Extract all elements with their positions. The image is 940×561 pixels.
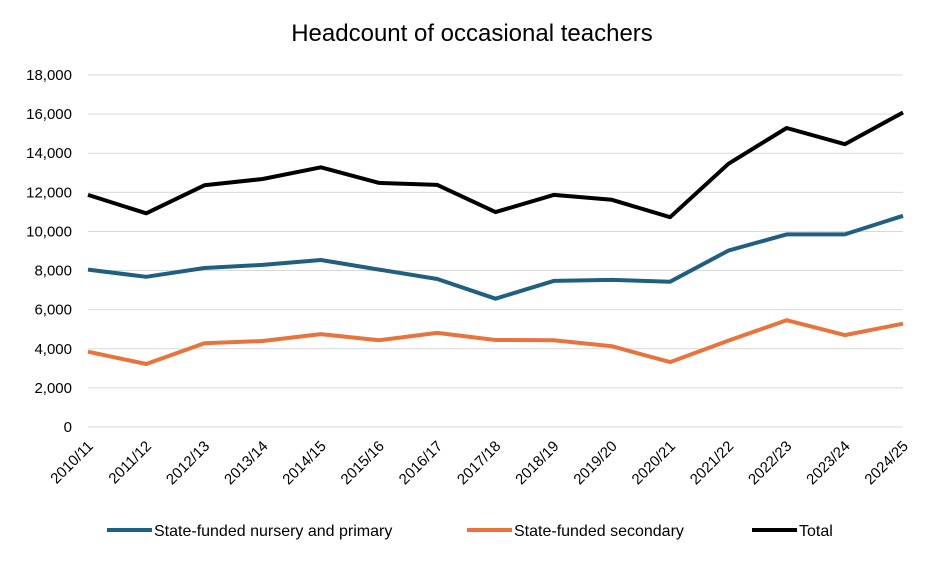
- x-tick-label: 2023/24: [803, 438, 853, 488]
- series-line-0: [87, 213, 904, 301]
- legend-item: Total: [752, 523, 833, 540]
- x-tick-label: 2010/11: [47, 438, 97, 488]
- series-lines: [87, 110, 904, 366]
- x-tick-label: 2022/23: [745, 438, 795, 488]
- x-tick-label: 2016/17: [396, 438, 446, 488]
- legend-label: State-funded secondary: [514, 523, 684, 540]
- x-tick-label: 2011/12: [105, 438, 155, 488]
- x-tick-label: 2024/25: [861, 438, 911, 488]
- gridlines: [88, 74, 903, 428]
- x-axis: 2010/11 2011/12 2012/13 2013/14 2014/15 2015/…: [47, 438, 912, 488]
- legend-label: State-funded nursery and primary: [154, 523, 392, 540]
- series-line-1: [87, 318, 904, 366]
- series-line-2: [87, 110, 904, 220]
- y-axis: 0 2,000 4,000 6,000 8,000 10,000 12,000 14,000 1…: [26, 67, 72, 436]
- x-tick-label: 2021/22: [687, 438, 737, 488]
- legend-label: Total: [799, 523, 833, 540]
- x-tick-label: 2015/16: [338, 438, 388, 488]
- x-tick-label: 2019/20: [570, 438, 620, 488]
- chart-title: Headcount of occasional teachers: [291, 20, 653, 47]
- y-tick-label: 2,000: [34, 380, 72, 397]
- legend: State-funded nursery and primary State-fu…: [107, 523, 833, 540]
- y-tick-label: 0: [64, 419, 72, 436]
- y-tick-label: 8,000: [34, 263, 72, 280]
- legend-item: State-funded nursery and primary: [107, 523, 392, 540]
- x-tick-label: 2014/15: [279, 438, 329, 488]
- y-tick-label: 14,000: [26, 145, 72, 162]
- legend-item: State-funded secondary: [467, 523, 684, 540]
- x-tick-label: 2018/19: [512, 438, 562, 488]
- y-tick-label: 4,000: [34, 341, 72, 358]
- y-tick-label: 6,000: [34, 302, 72, 319]
- x-tick-label: 2012/13: [163, 438, 213, 488]
- y-tick-label: 12,000: [26, 184, 72, 201]
- x-tick-label: 2017/18: [454, 438, 504, 488]
- y-tick-label: 16,000: [26, 106, 72, 123]
- y-tick-label: 18,000: [26, 67, 72, 84]
- y-tick-label: 10,000: [26, 223, 72, 240]
- x-tick-label: 2013/14: [221, 438, 271, 488]
- x-tick-label: 2020/21: [629, 438, 679, 488]
